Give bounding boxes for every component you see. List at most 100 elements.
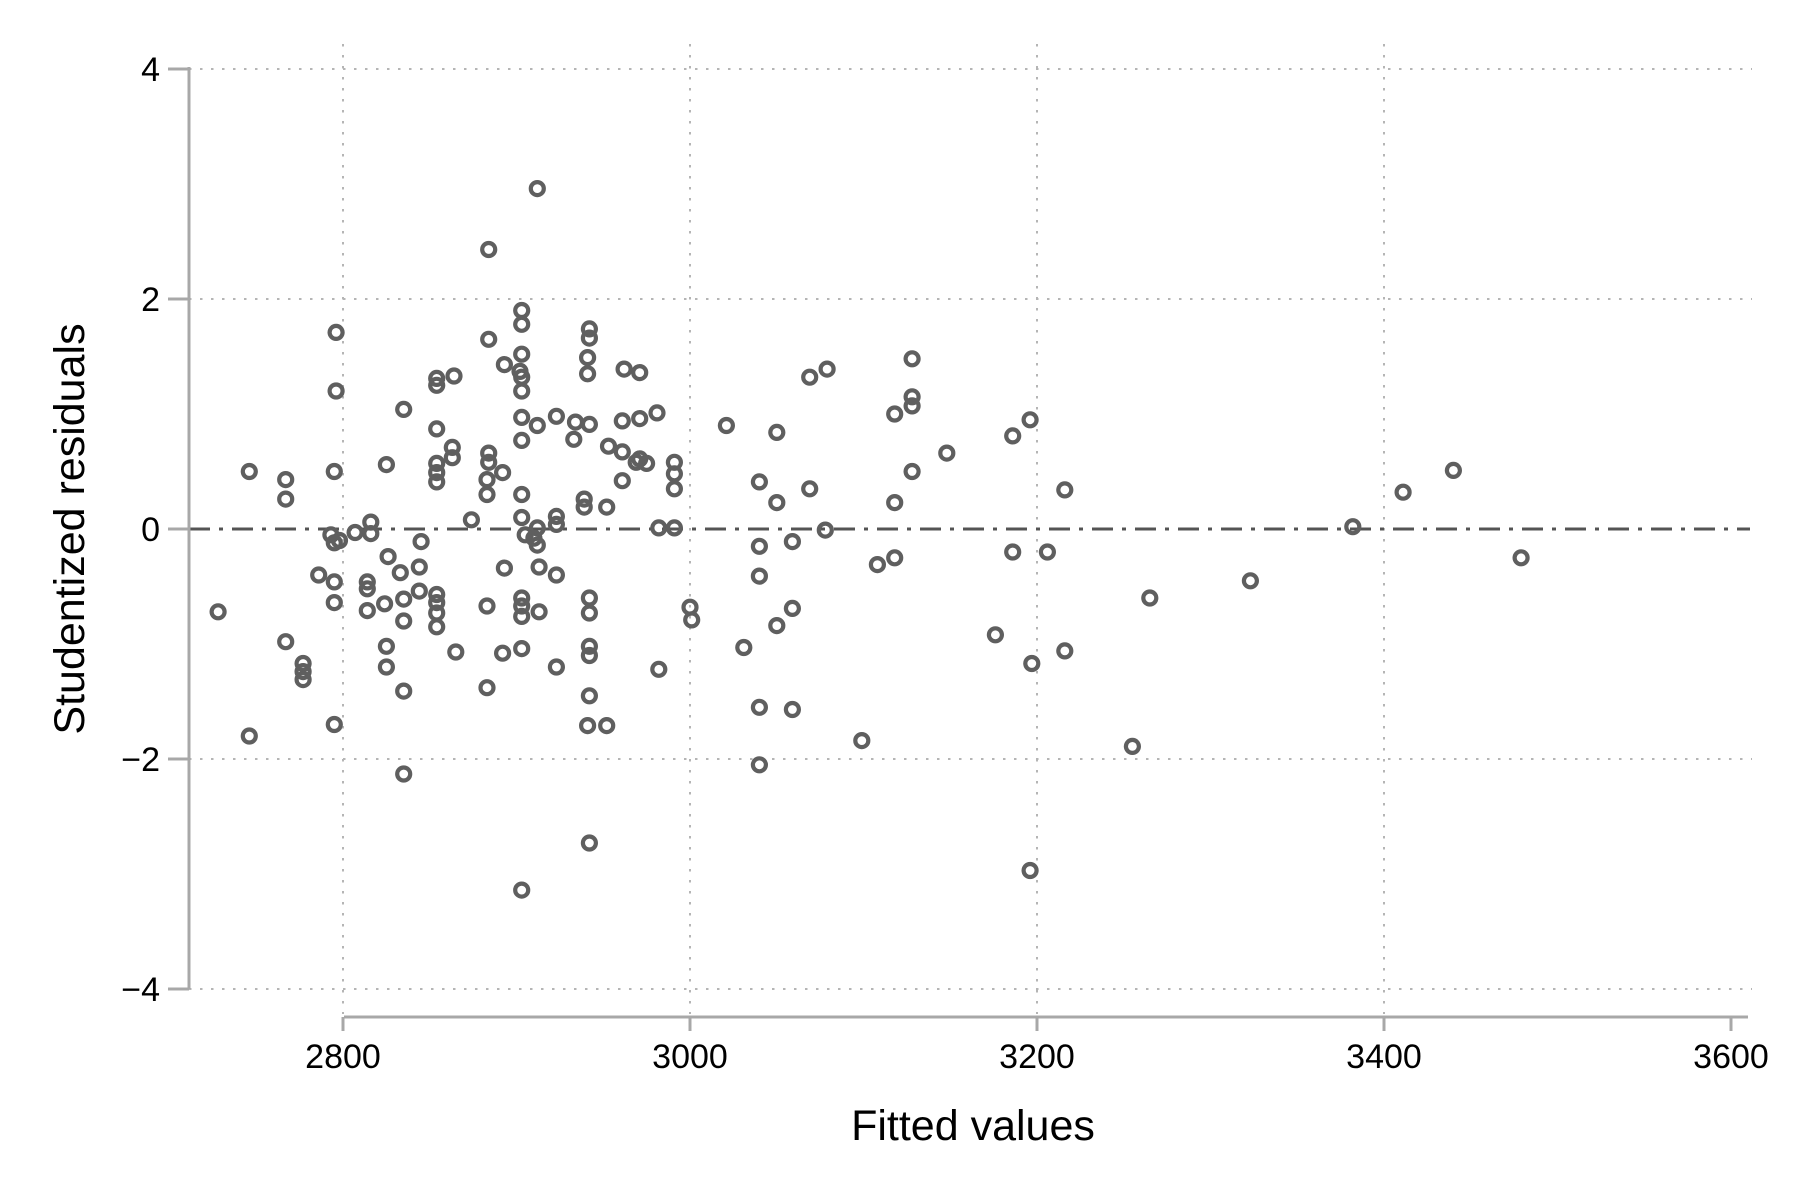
scatter-point	[631, 410, 649, 428]
scatter-point	[513, 382, 531, 400]
scatter-point	[580, 834, 599, 852]
scatter-point	[986, 626, 1005, 644]
scatter-point	[379, 547, 397, 566]
scatter-point	[578, 349, 597, 367]
scatter-point	[513, 597, 531, 615]
scatter-point	[1241, 572, 1260, 590]
scatter-point	[1004, 427, 1022, 445]
scatter-point	[783, 700, 802, 719]
scatter-point	[578, 716, 597, 735]
scatter-point	[410, 582, 428, 600]
scatter-point	[377, 456, 395, 474]
scatter-point	[516, 526, 534, 544]
scatter-point	[310, 566, 328, 584]
scatter-point	[513, 881, 531, 899]
scatter-point	[294, 662, 312, 681]
scatter-point	[580, 637, 599, 655]
scatter-point	[513, 408, 531, 426]
scatter-point	[1056, 642, 1074, 660]
scatter-point	[750, 537, 769, 555]
scatter-point	[613, 472, 631, 490]
scatter-point	[513, 345, 531, 363]
scatter-point	[443, 449, 461, 467]
scatter-point	[462, 511, 480, 529]
scatter-point	[395, 400, 413, 418]
scatter-point	[528, 180, 546, 198]
scatter-point	[768, 423, 786, 441]
scatter-point	[240, 462, 258, 481]
scatter-point	[495, 559, 513, 577]
scatter-point	[735, 638, 753, 657]
scatter-point	[447, 643, 465, 661]
scatter-point	[513, 315, 531, 333]
scatter-point	[637, 454, 656, 472]
scatter-point	[1344, 518, 1362, 536]
scatter-point	[412, 532, 430, 551]
scatter-point	[750, 473, 769, 491]
scatter-point	[377, 637, 395, 655]
y-tick-label: 2	[141, 281, 160, 319]
scatter-point	[1038, 543, 1057, 561]
data-points	[209, 180, 1530, 899]
scatter-point	[665, 519, 684, 537]
scatter-point	[478, 471, 496, 489]
scatter-point	[650, 519, 668, 537]
scatter-point	[428, 420, 446, 438]
scatter-point	[665, 465, 684, 483]
scatter-point	[938, 444, 956, 462]
scatter-point	[1023, 654, 1041, 673]
scatter-point	[327, 382, 345, 400]
scatter-point	[598, 498, 616, 516]
scatter-point	[277, 633, 295, 651]
scatter-point	[575, 498, 593, 516]
scatter-point	[1141, 589, 1159, 607]
scatter-point	[358, 601, 376, 620]
scatter-point	[346, 523, 364, 542]
scatter-point	[410, 558, 428, 576]
scatter-point	[783, 599, 802, 618]
scatter-point	[886, 405, 904, 423]
scatter-point	[818, 360, 836, 378]
scatter-point	[209, 603, 227, 621]
scatter-point	[395, 590, 413, 608]
scatter-point	[580, 329, 599, 347]
scatter-point	[443, 438, 461, 456]
scatter-point	[768, 616, 786, 635]
scatter-point	[513, 301, 531, 320]
scatter-point	[358, 580, 376, 598]
x-axis-title: Fitted values	[851, 1102, 1095, 1150]
scatter-point	[1004, 543, 1022, 561]
scatter-point	[598, 716, 616, 735]
scatter-point	[513, 431, 531, 449]
scatter-point	[903, 462, 921, 481]
scatter-point	[580, 687, 599, 705]
scatter-point	[886, 549, 904, 567]
scatter-point	[648, 404, 666, 422]
scatter-point	[868, 555, 887, 574]
scatter-point	[428, 369, 446, 387]
scatter-point	[478, 679, 496, 697]
scatter-point	[1056, 481, 1074, 499]
scatter-point	[1123, 737, 1142, 756]
scatter-point	[547, 566, 566, 584]
scatter-point	[547, 407, 566, 425]
scatter-point	[578, 365, 597, 383]
scatter-point	[428, 585, 446, 604]
scatter-point	[750, 756, 769, 774]
scatter-point	[294, 654, 312, 673]
scatter-point	[325, 573, 343, 591]
scatter-point	[445, 367, 463, 385]
scatter-point	[615, 360, 633, 378]
scatter-point	[903, 397, 921, 415]
scatter-point	[530, 603, 548, 621]
scatter-point	[325, 462, 343, 481]
scatter-point	[1021, 861, 1039, 880]
scatter-point	[480, 453, 498, 471]
scatter-point	[580, 604, 599, 622]
scatter-point	[480, 330, 498, 348]
scatter-point	[325, 593, 343, 612]
scatter-point	[580, 646, 599, 665]
scatter-point	[513, 589, 531, 607]
scatter-point	[480, 240, 498, 259]
scatter-point	[395, 612, 413, 630]
